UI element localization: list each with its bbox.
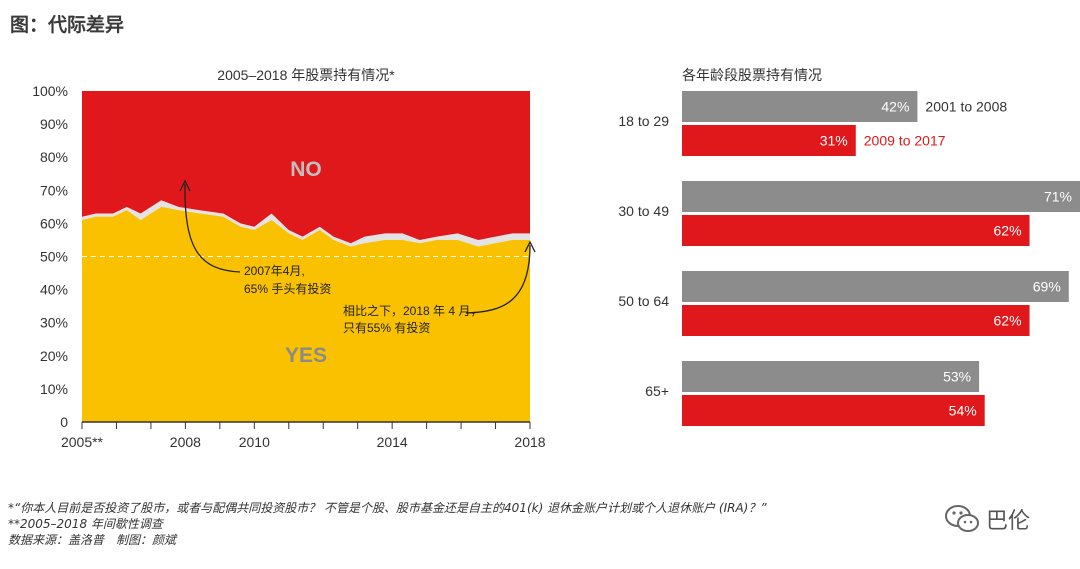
yes-label: YES [285, 344, 327, 367]
bar-value-label: 71% [1044, 189, 1072, 205]
bar-value-label: 69% [1033, 279, 1061, 295]
y-tick-label: 60% [40, 215, 68, 231]
area-chart-title: 2005–2018 年股票持有情况* [217, 67, 395, 83]
x-tick-label: 2018 [514, 434, 545, 450]
annotation-2018-text: 只有55% 有投资 [343, 320, 430, 335]
y-tick-label: 30% [40, 315, 68, 331]
age-group-bar-chart: 各年龄段股票持有情况 18 to 29 42% 31% 30 to 49 71% 62% 50… [618, 67, 1080, 426]
category-label: 18 to 29 [618, 113, 669, 129]
bar [682, 395, 985, 426]
bar-value-label: 42% [881, 99, 909, 115]
legend-series-2009-2017: 2009 to 2017 [864, 133, 946, 149]
annotation-2018-text: 相比之下，2018 年 4 月， [343, 304, 482, 318]
category-label: 65+ [645, 383, 669, 399]
annotation-2007-text: 65% 手头有投资 [244, 281, 331, 296]
y-tick-label: 90% [40, 116, 68, 132]
bar [682, 361, 980, 392]
y-tick-label: 20% [40, 348, 68, 364]
x-tick-label: 2014 [377, 434, 408, 450]
footnote-source: 数据来源：盖洛普 制图：颜斌 [8, 533, 177, 547]
y-tick-label: 80% [40, 149, 68, 165]
y-tick-label: 0 [60, 414, 68, 430]
legend-series-2001-2008: 2001 to 2008 [925, 99, 1007, 115]
bar-value-label: 62% [994, 223, 1022, 239]
bar [682, 125, 856, 156]
yes-area [82, 206, 530, 422]
no-label: NO [290, 158, 322, 181]
watermark-text: 巴伦 [986, 509, 1031, 534]
watermark: 巴伦 [944, 503, 1030, 535]
annotation-arrow-2007 [184, 183, 241, 273]
annotation-arrowhead-2018 [524, 240, 536, 253]
y-tick-label: 70% [40, 182, 68, 198]
y-tick-label: 50% [40, 249, 68, 265]
wechat-icon [945, 505, 979, 532]
stock-ownership-area-chart: 2005–2018 年股票持有情况* 0 10% 20% 30% 40% 50% 60% 70%… [32, 67, 546, 450]
no-area [82, 91, 530, 244]
y-tick-label: 40% [40, 282, 68, 298]
bar [682, 215, 1030, 246]
bar-value-label: 62% [994, 313, 1022, 329]
x-tick-label: 2005** [61, 434, 104, 450]
footnote-question: *“你本人目前是否投资了股市，或者与配偶共同投资股市？ 不管是个股、股市基金还是… [8, 501, 767, 515]
bar [682, 271, 1069, 302]
bar-value-label: 54% [949, 403, 977, 419]
y-tick-label: 100% [32, 83, 68, 99]
footnote-survey: **2005–2018 年间歇性调查 [8, 517, 163, 531]
category-label: 50 to 64 [618, 293, 669, 309]
bar [682, 305, 1030, 336]
footnotes: *“你本人目前是否投资了股市，或者与配偶共同投资股市？ 不管是个股、股市基金还是… [8, 500, 767, 548]
x-tick-label: 2010 [239, 434, 270, 450]
bar-value-label: 31% [820, 133, 848, 149]
bar-value-label: 53% [943, 369, 971, 385]
bar-chart-title: 各年龄段股票持有情况 [682, 67, 822, 83]
category-label: 30 to 49 [618, 203, 669, 219]
annotation-2007-text: 2007年4月, [244, 264, 305, 278]
page-title: 图：代际差异 [10, 14, 125, 36]
x-tick-label: 2008 [170, 434, 201, 450]
annotation-arrow-2018 [465, 244, 531, 314]
y-tick-label: 10% [40, 381, 68, 397]
bar [682, 181, 1080, 212]
bar [682, 91, 918, 122]
annotation-arrowhead-2007 [179, 179, 191, 192]
